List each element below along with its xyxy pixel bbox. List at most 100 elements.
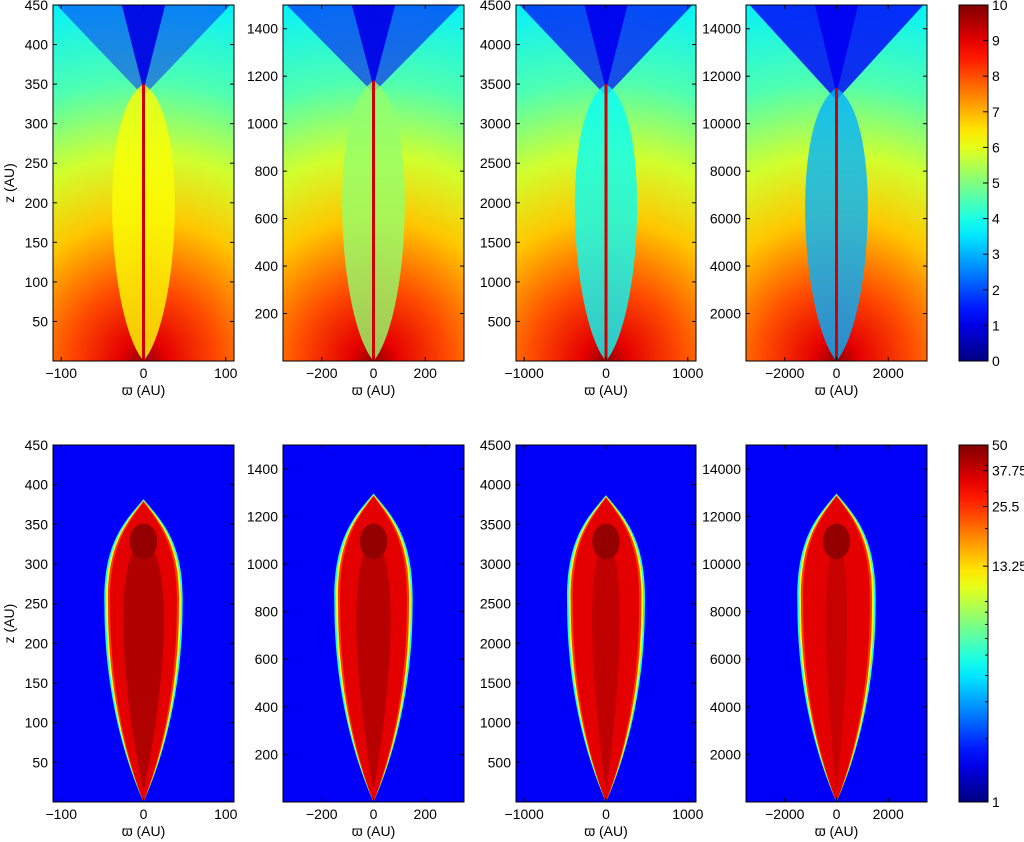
x-tick-label: 200 <box>414 806 438 822</box>
colorbar-tick-label: 6 <box>992 139 1000 155</box>
colorbar-tick-label: 13.25 <box>992 558 1024 574</box>
cone-region <box>286 5 461 93</box>
y-tick-label: 500 <box>488 313 512 329</box>
y-tick-label: 400 <box>25 37 49 53</box>
y-axis-label: z (AU) <box>1 163 17 203</box>
x-tick-label: 0 <box>140 365 148 381</box>
cone-region <box>749 5 924 101</box>
y-tick-label: 250 <box>25 596 49 612</box>
y-tick-label: 1400 <box>247 461 278 477</box>
heatmap-panel <box>746 445 927 802</box>
x-tick-label: 100 <box>214 365 238 381</box>
x-tick-label: 1000 <box>672 806 703 822</box>
y-tick-label: 450 <box>25 437 49 453</box>
y-tick-label: 1500 <box>480 234 511 250</box>
y-tick-label: 2000 <box>710 306 741 322</box>
heatmap-panel <box>53 445 234 802</box>
y-tick-label: 14000 <box>702 461 741 477</box>
x-tick-label: −200 <box>306 365 338 381</box>
x-axis-label: ϖ (AU) <box>815 823 859 839</box>
y-axis-label: z (AU) <box>1 604 17 644</box>
cocoon-core <box>592 537 620 792</box>
y-tick-label: 4000 <box>480 37 511 53</box>
y-tick-label: 100 <box>25 274 49 290</box>
colorbar-tick-label: 50 <box>992 437 1008 453</box>
y-tick-label: 400 <box>25 477 49 493</box>
cocoon-shell <box>803 496 870 802</box>
y-tick-label: 3000 <box>480 556 511 572</box>
x-tick-label: 0 <box>602 806 610 822</box>
y-tick-label: 400 <box>255 258 279 274</box>
y-tick-label: 1000 <box>480 715 511 731</box>
y-tick-label: 2000 <box>710 746 741 762</box>
y-tick-label: 1000 <box>247 116 278 132</box>
cocoon-head <box>129 523 158 560</box>
colorbar-tick-label: 3 <box>992 246 1000 262</box>
y-tick-label: 500 <box>488 754 512 770</box>
colorbar <box>958 444 989 803</box>
heatmap-panel <box>283 445 464 802</box>
y-tick-label: 150 <box>25 675 49 691</box>
colorbar-tick-label: 37.75 <box>992 463 1024 479</box>
y-tick-label: 10000 <box>702 116 741 132</box>
y-tick-label: 300 <box>25 116 49 132</box>
x-axis-label: ϖ (AU) <box>122 382 166 398</box>
heatmap-panel <box>283 5 464 361</box>
y-tick-label: 450 <box>25 0 49 13</box>
cocoon-head <box>359 523 388 560</box>
y-tick-label: 350 <box>25 76 49 92</box>
y-tick-label: 14000 <box>702 21 741 37</box>
y-tick-label: 2500 <box>480 155 511 171</box>
x-tick-label: −2000 <box>765 365 805 381</box>
colorbar-tick-label: 5 <box>992 175 1000 191</box>
x-tick-label: −1000 <box>505 365 545 381</box>
y-tick-label: 200 <box>25 635 49 651</box>
y-tick-label: 1400 <box>247 21 278 37</box>
y-tick-label: 150 <box>25 234 49 250</box>
x-axis-label: ϖ (AU) <box>122 823 166 839</box>
x-tick-label: 100 <box>214 806 238 822</box>
colorbar-tick-label: 1 <box>992 317 1000 333</box>
y-tick-label: 3500 <box>480 516 511 532</box>
x-tick-label: 2000 <box>873 806 904 822</box>
x-tick-label: −200 <box>306 806 338 822</box>
y-tick-label: 12000 <box>702 68 741 84</box>
y-tick-label: 600 <box>255 651 279 667</box>
x-tick-label: 0 <box>602 365 610 381</box>
colorbar-tick-label: 9 <box>992 33 1000 49</box>
y-tick-label: 250 <box>25 155 49 171</box>
y-tick-label: 6000 <box>710 651 741 667</box>
x-tick-label: 2000 <box>873 365 904 381</box>
x-tick-label: 0 <box>370 365 378 381</box>
y-tick-label: 50 <box>32 754 48 770</box>
y-tick-label: 4500 <box>480 437 511 453</box>
x-tick-label: 0 <box>370 806 378 822</box>
y-tick-label: 200 <box>255 306 279 322</box>
y-tick-label: 3000 <box>480 116 511 132</box>
colorbar-tick-label: 1 <box>992 794 1000 810</box>
heatmap-panel <box>53 5 234 361</box>
y-tick-label: 800 <box>255 163 279 179</box>
y-tick-label: 8000 <box>710 604 741 620</box>
cone-region <box>56 5 231 97</box>
colorbar-tick-label: 4 <box>992 211 1000 227</box>
y-tick-label: 1500 <box>480 675 511 691</box>
y-tick-label: 10000 <box>702 556 741 572</box>
y-tick-label: 1000 <box>480 274 511 290</box>
x-tick-label: 0 <box>833 806 841 822</box>
y-tick-label: 2000 <box>480 195 511 211</box>
y-tick-label: 1200 <box>247 508 278 524</box>
y-tick-label: 2000 <box>480 635 511 651</box>
colorbar-tick-label: 7 <box>992 104 1000 120</box>
y-tick-label: 1200 <box>247 68 278 84</box>
y-tick-label: 4000 <box>480 477 511 493</box>
y-tick-label: 200 <box>255 746 279 762</box>
y-tick-label: 300 <box>25 556 49 572</box>
colorbar-tick-label: 10 <box>992 0 1008 13</box>
y-tick-label: 6000 <box>710 211 741 227</box>
x-tick-label: 1000 <box>672 365 703 381</box>
x-axis-label: ϖ (AU) <box>815 382 859 398</box>
colorbar-tick-label: 2 <box>992 282 1000 298</box>
y-tick-label: 400 <box>255 699 279 715</box>
colorbar-tick-label: 8 <box>992 68 1000 84</box>
